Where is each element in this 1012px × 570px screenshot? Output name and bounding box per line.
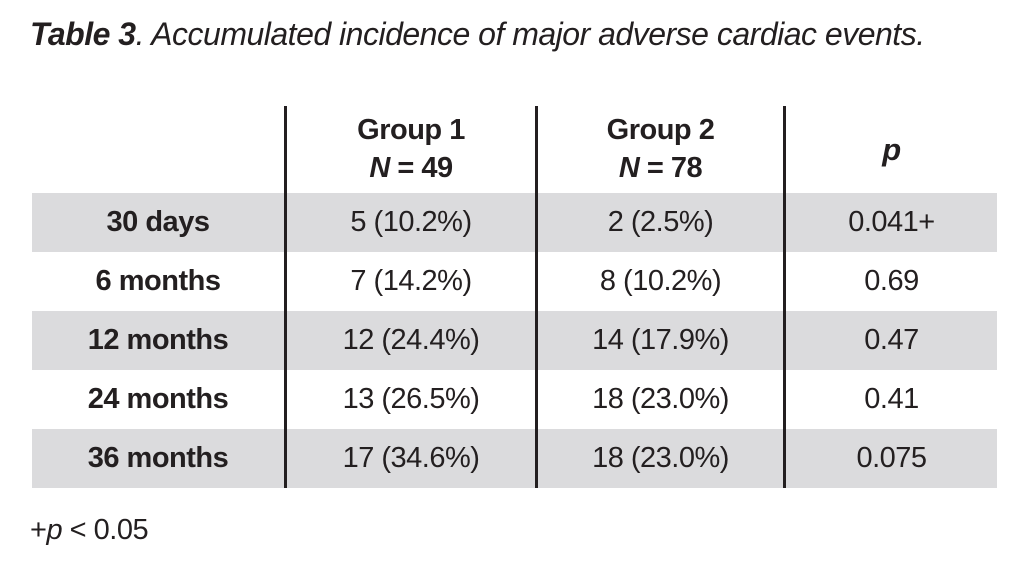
cell-group1: 17 (34.6%) bbox=[284, 429, 535, 488]
row-label: 30 days bbox=[106, 206, 210, 238]
group1-header-n: N = 49 bbox=[369, 151, 453, 184]
table-caption: Table 3. Accumulated incidence of major … bbox=[30, 16, 925, 53]
cell-group2: 18 (23.0%) bbox=[535, 429, 783, 488]
footnote-p: p bbox=[46, 514, 63, 546]
header-cell-group2: Group 2 N = 78 bbox=[535, 106, 783, 193]
group2-header-title: Group 2 bbox=[606, 114, 715, 147]
row-label: 6 months bbox=[95, 265, 221, 297]
footnote-marker: + bbox=[30, 514, 47, 546]
cell-group2: 14 (17.9%) bbox=[535, 311, 783, 370]
row-label: 24 months bbox=[87, 383, 229, 415]
table-header-row: Group 1 N = 49 Group 2 N = 78 p bbox=[32, 106, 997, 193]
cell-p: 0.69 bbox=[783, 252, 997, 311]
cell-p: 0.41 bbox=[783, 370, 997, 429]
table-row: 36 months 17 (34.6%) 18 (23.0%) 0.075 bbox=[32, 429, 997, 488]
cell-group1: 12 (24.4%) bbox=[284, 311, 535, 370]
row-label: 36 months bbox=[87, 442, 229, 474]
cell-p: 0.47 bbox=[783, 311, 997, 370]
group1-header-title: Group 1 bbox=[357, 114, 465, 147]
header-cell-group1: Group 1 N = 49 bbox=[284, 106, 535, 193]
cell-group2: 8 (10.2%) bbox=[535, 252, 783, 311]
table-caption-number: Table 3 bbox=[30, 16, 136, 52]
cell-p: 0.041+ bbox=[783, 193, 997, 252]
header-cell-p: p bbox=[783, 106, 997, 193]
header-cell-time bbox=[32, 106, 284, 193]
table-row: 12 months 12 (24.4%) 14 (17.9%) 0.47 bbox=[32, 311, 997, 370]
p-header-label: p bbox=[882, 131, 901, 167]
table-caption-text: . Accumulated incidence of major adverse… bbox=[135, 16, 926, 52]
cell-p: 0.075 bbox=[783, 429, 997, 488]
footnote-threshold: < 0.05 bbox=[62, 514, 149, 546]
table-row: 30 days 5 (10.2%) 2 (2.5%) 0.041+ bbox=[32, 193, 997, 252]
cell-group2: 18 (23.0%) bbox=[535, 370, 783, 429]
cell-group2: 2 (2.5%) bbox=[535, 193, 783, 252]
table-footnote: +p < 0.05 bbox=[30, 514, 149, 547]
table-row: 6 months 7 (14.2%) 8 (10.2%) 0.69 bbox=[32, 252, 997, 311]
table-row: 24 months 13 (26.5%) 18 (23.0%) 0.41 bbox=[32, 370, 997, 429]
cell-group1: 7 (14.2%) bbox=[284, 252, 535, 311]
row-label: 12 months bbox=[87, 324, 229, 356]
group2-header-n: N = 78 bbox=[618, 151, 703, 184]
cell-group1: 13 (26.5%) bbox=[284, 370, 535, 429]
cell-group1: 5 (10.2%) bbox=[284, 193, 535, 252]
data-table: Group 1 N = 49 Group 2 N = 78 p 30 days … bbox=[32, 106, 997, 488]
